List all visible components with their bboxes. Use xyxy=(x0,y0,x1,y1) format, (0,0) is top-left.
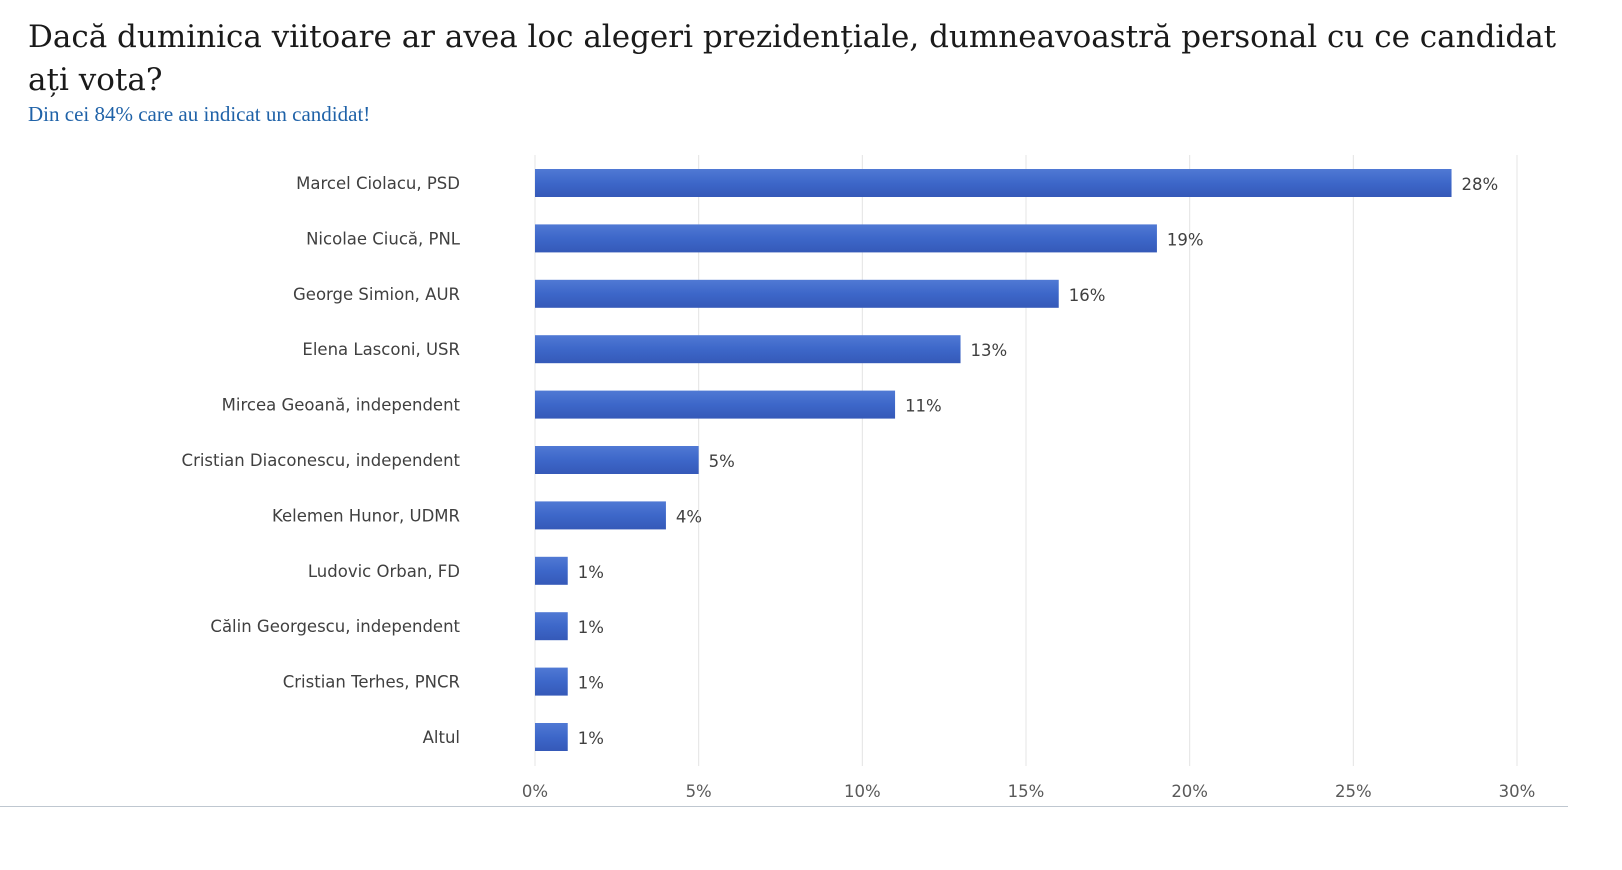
category-label: Elena Lasconi, USR xyxy=(302,340,460,359)
category-label: Ludovic Orban, FD xyxy=(308,562,460,581)
bar xyxy=(535,224,1157,253)
bar xyxy=(535,667,568,696)
category-label: Nicolae Ciucă, PNL xyxy=(306,229,461,248)
category-label: George Simion, AUR xyxy=(293,285,460,304)
data-label: 5% xyxy=(709,452,735,471)
data-label: 1% xyxy=(578,618,604,637)
x-tick-label: 10% xyxy=(844,782,881,801)
data-label: 1% xyxy=(578,563,604,582)
bar xyxy=(535,335,961,364)
x-tick-label: 20% xyxy=(1171,782,1208,801)
bar xyxy=(535,501,666,530)
category-label: Marcel Ciolacu, PSD xyxy=(296,174,460,193)
x-tick-label: 25% xyxy=(1335,782,1372,801)
data-label: 4% xyxy=(676,507,702,526)
data-label: 13% xyxy=(971,341,1008,360)
category-label: Mircea Geoană, independent xyxy=(222,396,461,415)
category-label: Kelemen Hunor, UDMR xyxy=(272,506,460,525)
chart-subtitle: Din cei 84% care au indicat un candidat! xyxy=(28,102,371,126)
bar xyxy=(535,279,1059,308)
data-label: 16% xyxy=(1069,286,1106,305)
category-label: Altul xyxy=(423,728,460,747)
data-label: 19% xyxy=(1167,230,1204,249)
bar xyxy=(535,390,896,419)
x-tick-label: 0% xyxy=(522,782,548,801)
x-tick-label: 30% xyxy=(1499,782,1536,801)
chart-title: Dacă duminica viitoare ar avea loc alege… xyxy=(28,19,1557,98)
data-label: 1% xyxy=(578,729,604,748)
data-label: 28% xyxy=(1462,175,1499,194)
bottom-divider xyxy=(0,806,1568,807)
bar xyxy=(535,612,568,641)
category-label: Călin Georgescu, independent xyxy=(210,617,460,636)
bar xyxy=(535,169,1452,197)
category-label: Cristian Diaconescu, independent xyxy=(182,451,461,470)
bar xyxy=(535,446,699,474)
data-label: 1% xyxy=(578,674,604,693)
category-label: Cristian Terhes, PNCR xyxy=(283,673,460,692)
x-tick-label: 15% xyxy=(1008,782,1045,801)
x-tick-label: 5% xyxy=(686,782,712,801)
bar xyxy=(535,556,568,585)
data-label: 11% xyxy=(905,397,942,416)
bar xyxy=(535,723,568,751)
